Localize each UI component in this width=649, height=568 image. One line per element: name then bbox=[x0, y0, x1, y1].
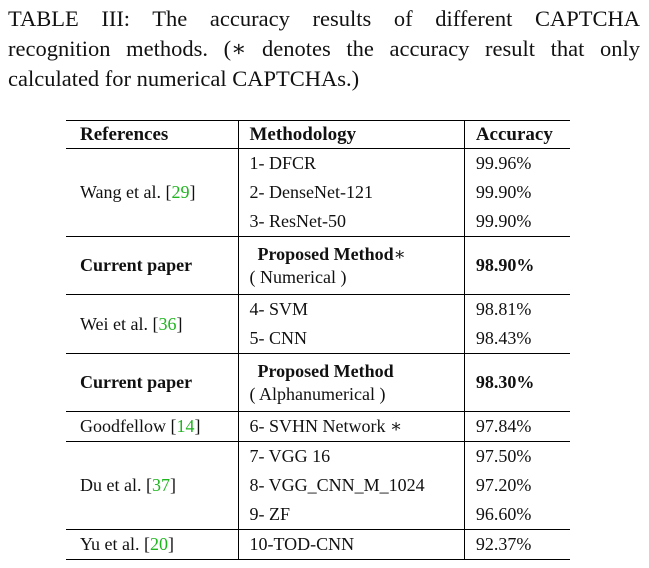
header-methodology: Methodology bbox=[238, 120, 465, 149]
method-cell: 10-TOD-CNN bbox=[238, 529, 465, 560]
accuracy-cell: 97.20% bbox=[475, 475, 532, 495]
header-accuracy: Accuracy bbox=[464, 120, 570, 149]
ref-name: Du et al. [ bbox=[80, 475, 152, 495]
ref-name: Wei et al. [ bbox=[80, 313, 159, 334]
method-subtitle: ( Numerical ) bbox=[249, 266, 347, 287]
method-cell: 9- ZF bbox=[238, 500, 465, 530]
table-row: 9- ZF 96.60% bbox=[66, 500, 570, 530]
table-row: Current paper Proposed Method ( Alphanum… bbox=[66, 353, 570, 412]
method-cell: 1- DFCR bbox=[238, 148, 465, 178]
table-row: Wang et al. [29] 1- DFCR 99.96% bbox=[66, 148, 570, 237]
ref-goodfellow: Goodfellow [14] bbox=[66, 411, 239, 442]
caption-line-2: recognition methods. (∗ denotes the accu… bbox=[8, 36, 640, 61]
ref-current-paper: Current paper bbox=[66, 236, 239, 295]
table-row: Yu et al. [20] 10-TOD-CNN 92.37% bbox=[66, 529, 570, 560]
accuracy-cell: 97.50% bbox=[464, 441, 570, 471]
citation-link[interactable]: 14 bbox=[176, 416, 195, 436]
method-cell: 5- CNN bbox=[238, 324, 465, 354]
method-cell: 8- VGG_CNN_M_1024 bbox=[238, 471, 465, 500]
asterisk-mark: ∗ bbox=[393, 243, 406, 264]
accuracy-cell: 92.37% bbox=[464, 529, 570, 560]
accuracy-cell: 98.81% bbox=[464, 294, 570, 324]
ref-bracket: ] bbox=[176, 313, 183, 334]
method-name: Proposed Method bbox=[257, 243, 394, 264]
citation-link[interactable]: 36 bbox=[158, 313, 177, 334]
ref-yu: Yu et al. [20] bbox=[66, 529, 239, 560]
ref-name: Yu et al. [ bbox=[80, 534, 150, 554]
accuracy-table: References Methodology Accuracy Wang et … bbox=[66, 120, 570, 560]
citation-link[interactable]: 29 bbox=[171, 182, 190, 202]
accuracy-cell: 99.96% bbox=[475, 153, 532, 173]
method-cell: 3- ResNet-50 bbox=[238, 207, 465, 237]
ref-wang: Wang et al. [29] bbox=[66, 148, 239, 237]
table-header-row: References Methodology Accuracy bbox=[66, 120, 570, 149]
method-cell: 4- SVM bbox=[238, 294, 465, 324]
method-cell: 6- SVHN Network ∗ bbox=[238, 411, 465, 442]
ref-name: Goodfellow [ bbox=[80, 416, 177, 436]
ref-name: Wang et al. [ bbox=[80, 182, 172, 202]
ref-bracket: ] bbox=[189, 182, 196, 202]
citation-link[interactable]: 37 bbox=[151, 475, 170, 495]
table-row: 5- CNN 98.43% bbox=[66, 324, 570, 354]
ref-bracket: ] bbox=[169, 475, 176, 495]
accuracy-cell: 98.43% bbox=[475, 328, 532, 348]
table-row: Goodfellow [14] 6- SVHN Network ∗ 97.84% bbox=[66, 411, 570, 442]
table-row: Du et al. [37] 7- VGG 16 97.50% bbox=[66, 441, 570, 530]
citation-link[interactable]: 20 bbox=[149, 534, 168, 554]
header-references: References bbox=[66, 120, 239, 149]
accuracy-cell: 98.30% bbox=[464, 353, 570, 412]
caption-line-1: TABLE III: The accuracy results of diffe… bbox=[8, 6, 640, 31]
method-cell: Proposed Method ( Alphanumerical ) bbox=[238, 353, 465, 412]
method-cell: 7- VGG 16 bbox=[238, 441, 465, 471]
ref-bracket: ] bbox=[167, 534, 174, 554]
accuracy-cell: 98.90% bbox=[464, 236, 570, 295]
method-cell: 2- DenseNet-121 bbox=[238, 178, 465, 207]
accuracy-cell: 99.90% bbox=[475, 182, 532, 202]
method-cell: Proposed Method∗ ( Numerical ) bbox=[238, 236, 465, 295]
ref-du: Du et al. [37] bbox=[66, 441, 239, 530]
ref-current-paper: Current paper bbox=[66, 353, 239, 412]
method-subtitle: ( Alphanumerical ) bbox=[249, 383, 386, 404]
accuracy-cell: 97.84% bbox=[464, 411, 570, 442]
table-row: 8- VGG_CNN_M_1024 97.20% bbox=[66, 471, 570, 500]
caption-line-3: calculated for numerical CAPTCHAs.) bbox=[8, 66, 360, 91]
ref-bracket: ] bbox=[194, 416, 201, 436]
method-name: Proposed Method bbox=[257, 360, 394, 381]
accuracy-cell: 99.90% bbox=[475, 211, 532, 231]
table-row: 3- ResNet-50 99.90% bbox=[66, 207, 570, 237]
accuracy-cell: 96.60% bbox=[475, 504, 532, 524]
table-caption: TABLE III: The accuracy results of diffe… bbox=[8, 4, 640, 94]
table-row: Wei et al. [36] 4- SVM 98.81% bbox=[66, 294, 570, 354]
table-row: 2- DenseNet-121 99.90% bbox=[66, 178, 570, 207]
ref-wei: Wei et al. [36] bbox=[66, 294, 239, 354]
table-row: Current paper Proposed Method∗ ( Numeric… bbox=[66, 236, 570, 295]
